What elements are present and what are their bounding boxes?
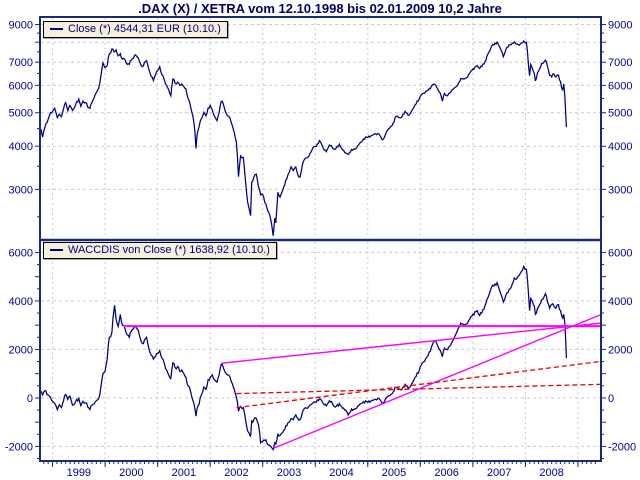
y-tick-label: 4000 [608,296,632,308]
y-tick-label: 7000 [9,57,33,69]
x-tick-label: 2004 [329,467,353,479]
price-series-line [41,39,568,236]
x-tick-label: 1999 [67,467,91,479]
y-tick-label: 6000 [608,247,632,259]
legend-line-swatch [50,249,63,251]
y-tick-label: 4000 [608,141,632,153]
y-tick-label: 7000 [608,57,632,69]
y-tick-label: 5000 [9,108,33,120]
y-tick-label: 6000 [9,80,33,92]
y-tick-label: -2000 [608,441,636,453]
y-tick-label: 6000 [9,247,33,259]
y-tick-label: 6000 [608,80,632,92]
indicator-series-line [41,264,568,451]
price-legend-label: Close (*) 4544,31 EUR (10.10.) [68,23,221,35]
y-tick-label: 5000 [608,108,632,120]
rising-trend-line-upper [221,322,600,364]
dashed-projection-upper [236,360,600,409]
x-tick-label: 2006 [434,467,458,479]
y-tick-label: 0 [608,393,614,405]
x-tick-label: 2007 [487,467,511,479]
indicator-legend-label: WACCDIS von Close (*) 1638,92 (10.10.) [68,244,270,256]
y-tick-label: -2000 [5,441,33,453]
x-tick-label: 2008 [539,467,563,479]
y-tick-label: 2000 [608,344,632,356]
indicator-legend: WACCDIS von Close (*) 1638,92 (10.10.) [43,242,277,259]
legend-line-swatch [50,28,63,30]
x-tick-label: 2003 [277,467,301,479]
price-legend: Close (*) 4544,31 EUR (10.10.) [43,21,228,38]
x-tick-label: 2001 [172,467,196,479]
y-tick-label: 9000 [9,20,33,32]
y-tick-label: 2000 [9,344,33,356]
y-tick-label: 0 [27,393,33,405]
dashed-projection-lower [236,383,600,395]
y-tick-label: 3000 [608,184,632,196]
y-tick-label: 4000 [9,296,33,308]
y-tick-label: 3000 [9,184,33,196]
x-tick-label: 2002 [224,467,248,479]
y-tick-label: 4000 [9,141,33,153]
x-tick-label: 2005 [382,467,406,479]
x-tick-label: 2000 [119,467,143,479]
chart-title: .DAX (X) / XETRA vom 12.10.1998 bis 02.0… [138,1,502,16]
y-tick-label: 9000 [608,20,632,32]
